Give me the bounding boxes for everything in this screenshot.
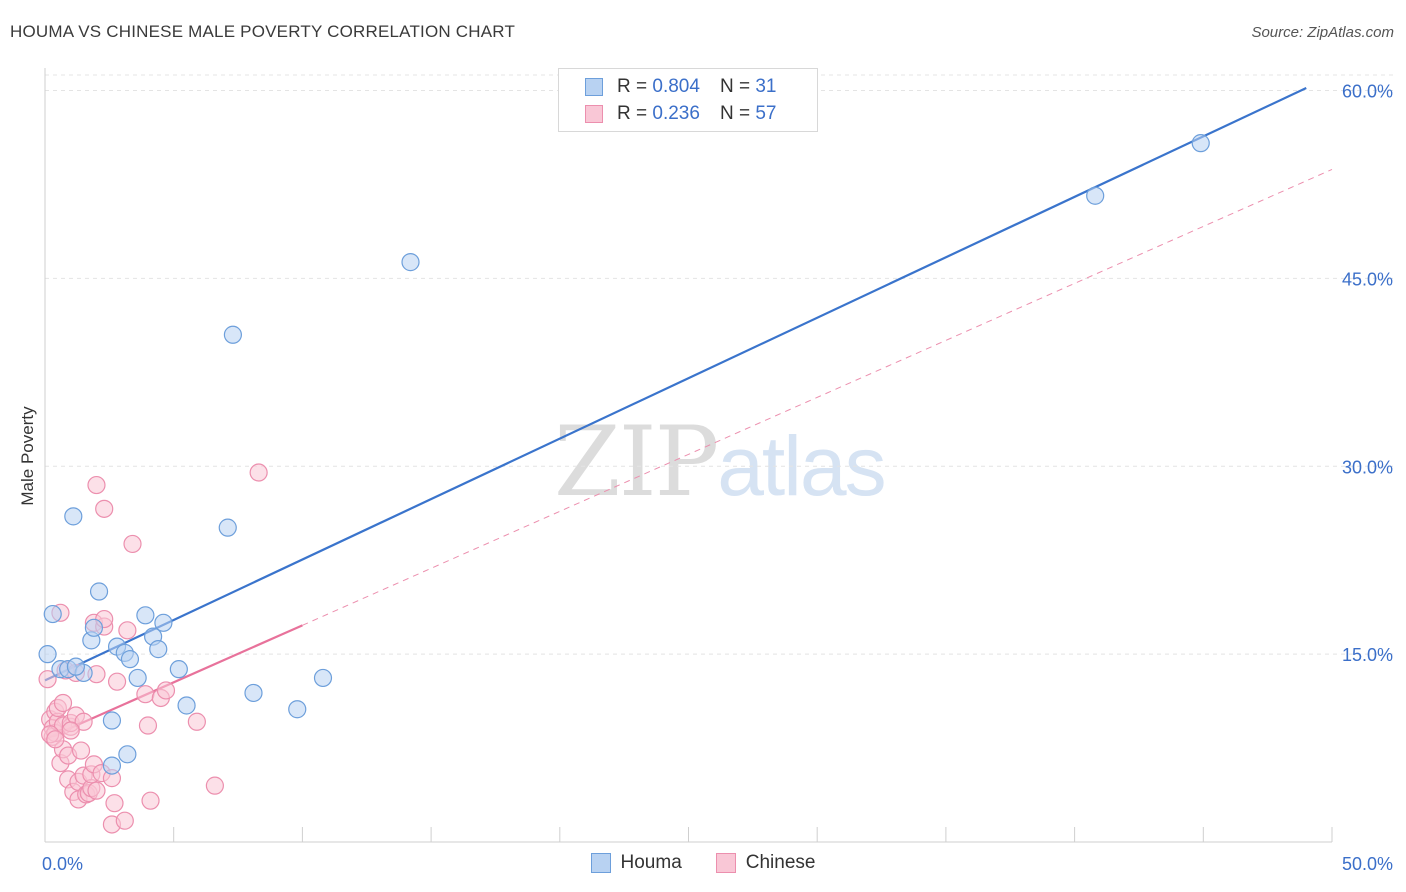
houma-point-15	[128, 668, 147, 688]
legend-chinese-label: Chinese	[745, 852, 816, 873]
x-tick-label-0: 0.0%	[42, 854, 83, 874]
houma-point-14	[120, 650, 140, 669]
chinese-point-46	[136, 685, 155, 704]
y-tick-label-3: 60.0%	[1342, 82, 1393, 102]
chinese-point-36	[95, 499, 114, 518]
chinese-point-34	[87, 475, 106, 495]
stats-box: R = 0.804 N = 31 R = 0.236 N = 57	[558, 68, 818, 132]
houma-point-21	[177, 696, 196, 715]
chinese-point-51	[187, 712, 206, 731]
houma-point-29	[1191, 134, 1210, 153]
houma-point-27	[401, 253, 420, 272]
chinese-point-25	[74, 712, 93, 731]
x-tick-label-1: 50.0%	[1342, 854, 1393, 874]
houma-point-18	[149, 640, 168, 659]
legend-houma-swatch	[590, 853, 611, 873]
chinese-point-55	[46, 730, 65, 749]
chinese-point-43	[115, 811, 134, 830]
chinese-n-label: N =	[719, 103, 751, 124]
houma-point-19	[154, 613, 173, 632]
chinese-point-44	[118, 621, 137, 640]
legend-item-chinese[interactable]: Chinese	[715, 852, 816, 874]
trend-lines	[44, 87, 1333, 741]
legend-houma-label: Houma	[620, 852, 682, 873]
tick-labels: 15.0% 30.0% 45.0% 60.0% 0.0% 50.0%	[42, 82, 1393, 874]
legend-item-houma[interactable]: Houma	[590, 852, 682, 874]
chart-title: HOUMA VS CHINESE MALE POVERTY CORRELATIO…	[10, 22, 516, 41]
chinese-point-23	[71, 741, 91, 760]
chinese-point-47	[138, 716, 158, 735]
houma-point-20	[169, 660, 188, 679]
houma-r-label: R =	[617, 76, 648, 97]
chinese-point-52	[205, 776, 224, 795]
chinese-point-41	[105, 794, 124, 813]
houma-point-23	[223, 325, 243, 344]
legend: Houma Chinese	[0, 852, 1406, 874]
houma-swatch	[585, 78, 603, 96]
houma-point-22	[218, 518, 237, 537]
houma-n-label: N =	[719, 76, 751, 97]
houma-r-value: 0.804	[652, 76, 700, 97]
chinese-point-45	[123, 534, 142, 554]
houma-point-24	[244, 683, 263, 703]
chinese-point-10	[53, 693, 73, 713]
houma-point-16	[136, 606, 155, 625]
houma-point-8	[89, 582, 109, 601]
chinese-trend-extension	[302, 168, 1333, 626]
chinese-point-42	[107, 672, 127, 691]
houma-point-7	[84, 618, 104, 637]
y-tick-label-1: 30.0%	[1342, 457, 1393, 477]
chinese-n-value: 57	[755, 103, 777, 124]
chinese-point-48	[141, 791, 160, 810]
houma-point-9	[102, 756, 122, 775]
houma-point-0	[38, 645, 57, 664]
stats-row-houma: R = 0.804 N = 31	[585, 75, 776, 99]
stats-row-chinese: R = 0.236 N = 57	[585, 102, 776, 126]
chinese-point-56	[61, 721, 80, 740]
source-label: Source: ZipAtlas.com	[1251, 24, 1394, 41]
houma-point-10	[102, 711, 122, 730]
houma-point-1	[43, 604, 62, 624]
zipatlas-watermark: ZIPatlas	[554, 406, 887, 518]
houma-point-26	[313, 668, 333, 688]
houma-point-4	[64, 507, 83, 526]
data-points	[38, 134, 1210, 834]
houma-point-28	[1086, 186, 1105, 205]
houma-point-13	[118, 745, 137, 764]
y-tick-label-2: 45.0%	[1342, 269, 1393, 289]
chinese-point-32	[87, 781, 106, 800]
houma-point-30	[66, 657, 85, 676]
axes	[44, 68, 1333, 843]
chinese-point-0	[38, 670, 57, 689]
chinese-r-label: R =	[617, 103, 648, 124]
chinese-point-53	[249, 463, 268, 482]
chinese-point-50	[156, 681, 176, 700]
chinese-r-value: 0.236	[652, 103, 700, 124]
houma-n-value: 31	[755, 76, 777, 97]
houma-trend-line	[44, 87, 1307, 682]
y-tick-label-0: 15.0%	[1342, 645, 1393, 665]
houma-point-25	[288, 700, 307, 719]
legend-chinese-swatch	[715, 853, 736, 873]
chinese-swatch	[585, 105, 603, 123]
